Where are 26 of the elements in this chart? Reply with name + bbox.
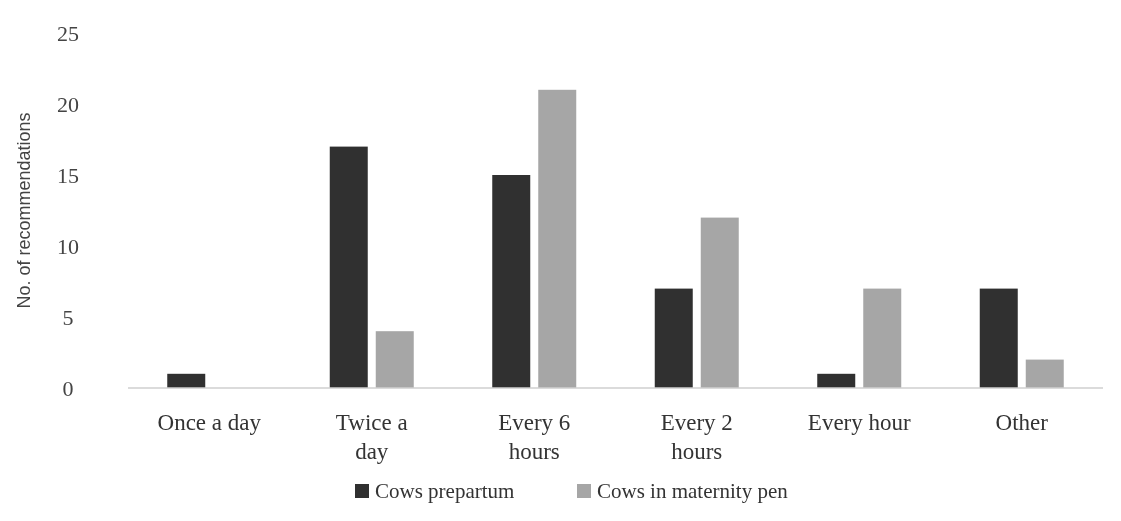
bar: [863, 288, 902, 388]
y-tick-label: 25: [57, 20, 79, 46]
y-tick-label: 0: [62, 375, 74, 401]
bar: [538, 89, 577, 388]
bar: [817, 373, 856, 388]
x-tick-label: Once a day: [157, 410, 262, 435]
y-axis-title: No. of recommendations: [14, 112, 34, 309]
x-tick-label: Other: [995, 410, 1049, 435]
x-tick-label: Every 2 hours: [660, 410, 733, 464]
legend-label: Cows in maternity pen: [597, 479, 789, 504]
y-tick-label: 5: [62, 304, 74, 330]
bar: [1025, 359, 1064, 388]
bar: [492, 175, 531, 388]
x-tick-label: Every 6 hours: [498, 410, 571, 464]
bar: [700, 217, 739, 388]
y-tick-label: 10: [57, 233, 79, 259]
bar: [167, 373, 206, 388]
x-tick-label: Every hour: [807, 410, 911, 435]
bar: [654, 288, 693, 388]
legend-label: Cows prepartum: [375, 479, 515, 504]
y-tick-label: 15: [57, 162, 79, 188]
bar: [375, 331, 414, 388]
bar: [329, 146, 368, 388]
x-tick-label: Twice a day: [335, 410, 408, 464]
bar: [979, 288, 1018, 388]
y-tick-label: 20: [57, 91, 79, 117]
